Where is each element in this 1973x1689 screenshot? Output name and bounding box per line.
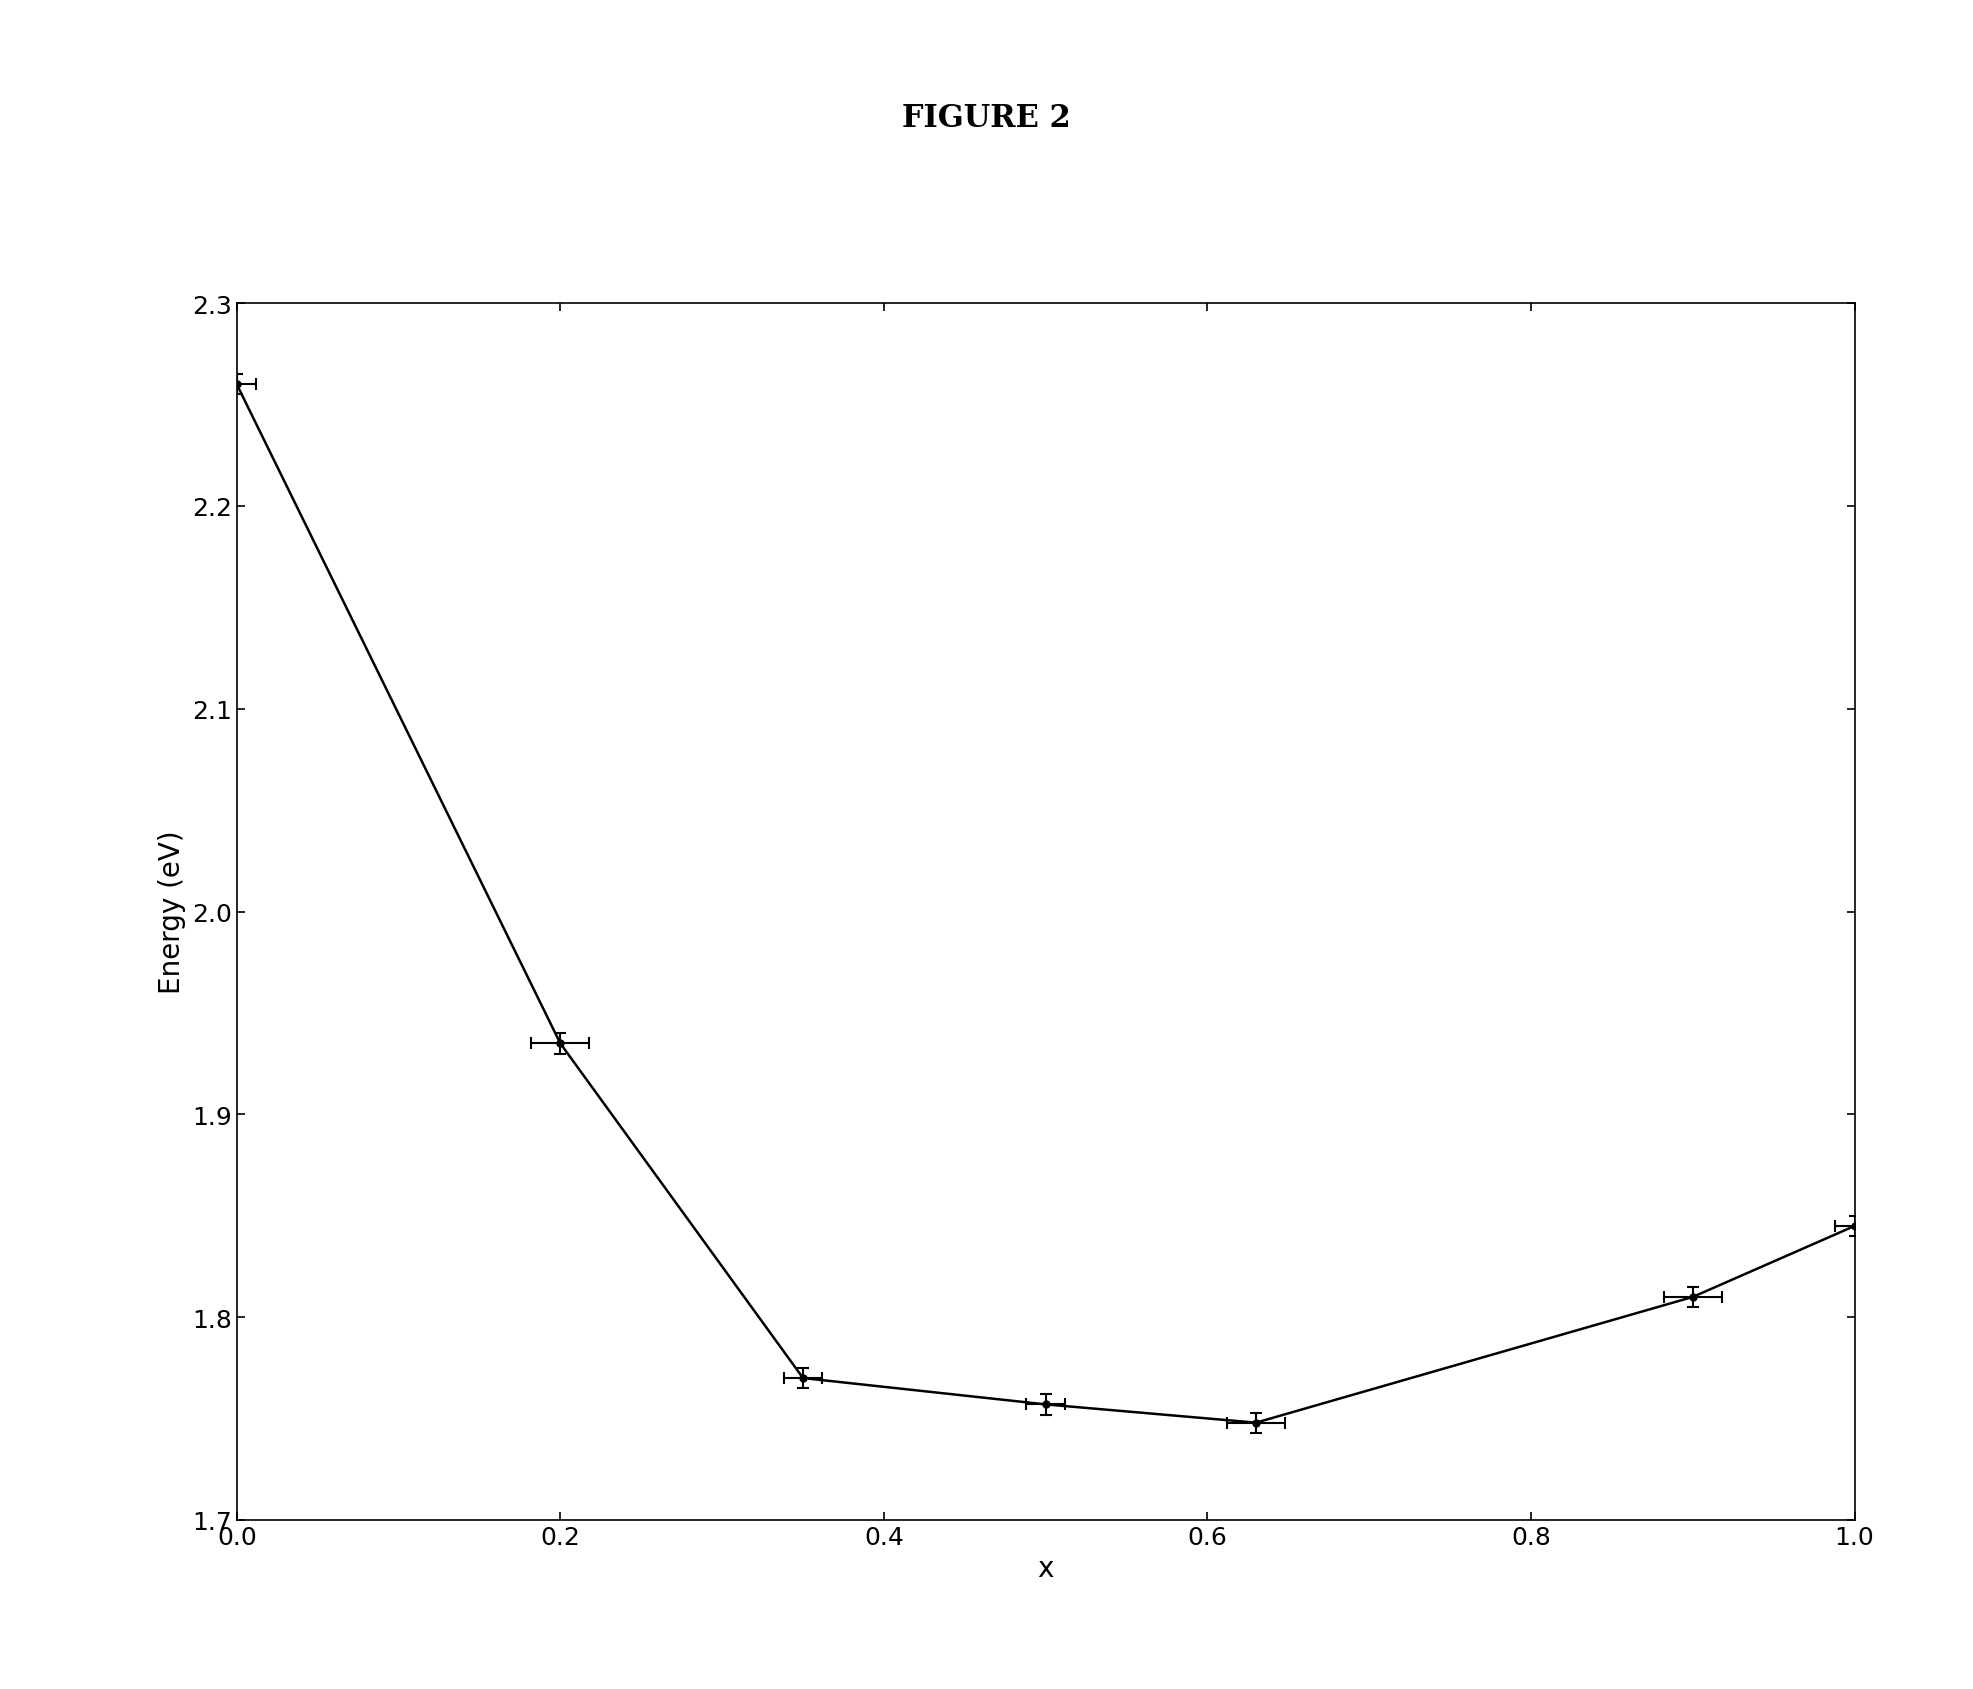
Text: FIGURE 2: FIGURE 2 <box>902 103 1071 133</box>
Y-axis label: Energy (eV): Energy (eV) <box>158 831 185 993</box>
X-axis label: x: x <box>1038 1554 1054 1583</box>
